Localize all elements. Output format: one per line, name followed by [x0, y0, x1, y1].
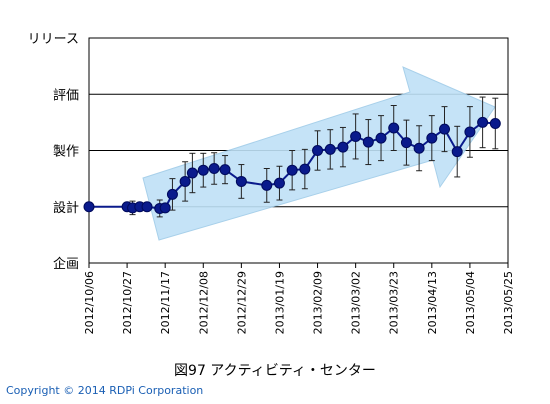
data-point: [286, 164, 298, 176]
data-point: [159, 202, 171, 214]
data-point: [83, 201, 95, 213]
data-point: [337, 141, 349, 153]
y-tick-label: 企画: [53, 256, 79, 272]
data-point: [235, 175, 247, 187]
data-point: [197, 164, 209, 176]
x-tick-label: 2012/12/29: [235, 271, 248, 334]
data-point: [489, 118, 501, 129]
chart-caption: 図97 アクティビティ・センター: [174, 363, 376, 379]
y-tick-label: 設計: [53, 200, 79, 216]
data-point: [375, 132, 387, 144]
data-point: [179, 175, 191, 187]
data-point: [439, 123, 451, 135]
x-tick-label: 2013/03/02: [350, 271, 363, 334]
y-tick-label: 評価: [53, 88, 79, 103]
data-point: [273, 177, 285, 189]
data-point: [324, 143, 336, 155]
data-point: [400, 137, 412, 149]
x-tick-label: 2013/04/13: [426, 271, 439, 334]
data-point: [141, 201, 153, 213]
data-point: [388, 122, 400, 134]
data-point: [426, 132, 438, 144]
data-point: [362, 136, 374, 148]
data-point: [413, 142, 425, 154]
data-point: [219, 164, 231, 176]
x-tick-label: 2013/05/25: [502, 271, 515, 334]
data-point: [166, 188, 178, 200]
data-point: [451, 146, 463, 158]
copyright-notice: Copyright © 2014 RDPi Corporation: [6, 384, 204, 397]
data-point: [464, 126, 476, 138]
y-tick-label: 製作: [53, 145, 79, 160]
chart-plot: 企画 設計 製作 評価 リリース 2012/10/06 2012/10/27 2012/11/…: [28, 32, 515, 334]
x-tick-label: 2012/11/17: [159, 271, 172, 334]
data-point: [261, 179, 273, 191]
data-point: [208, 163, 220, 174]
data-point: [312, 145, 324, 156]
y-tick-label: リリース: [28, 32, 79, 47]
data-point: [477, 116, 489, 128]
x-tick-label: 2013/03/23: [388, 271, 401, 334]
x-tick-label: 2013/01/19: [273, 271, 286, 334]
data-point: [299, 163, 311, 175]
x-tick-label: 2012/10/27: [121, 271, 134, 334]
data-point: [186, 167, 198, 179]
data-point: [350, 130, 362, 142]
x-tick-label: 2013/05/04: [464, 271, 477, 334]
x-tick-label: 2013/02/09: [312, 271, 325, 334]
x-tick-label: 2012/10/06: [83, 271, 96, 334]
x-tick-label: 2012/12/08: [197, 271, 210, 334]
